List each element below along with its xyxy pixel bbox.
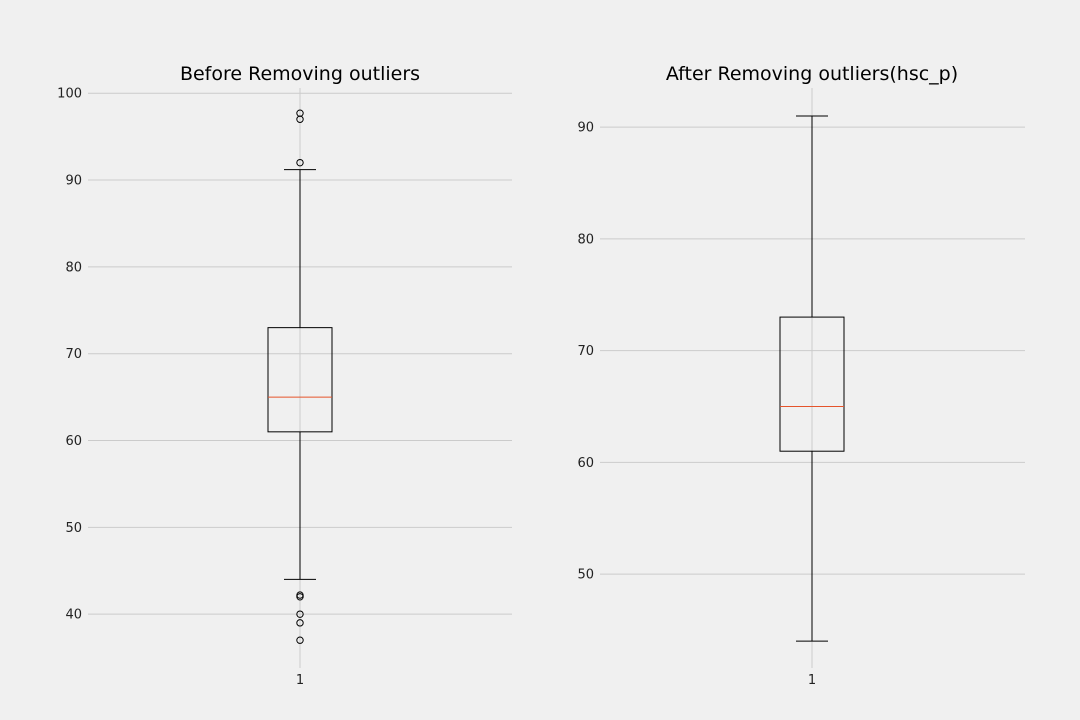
y-tick-label: 50 — [65, 521, 82, 536]
y-tick-label: 40 — [65, 608, 82, 623]
y-tick-label: 60 — [577, 456, 594, 471]
y-tick-label: 100 — [57, 87, 82, 102]
iqr-box — [779, 316, 845, 452]
y-tick-label: 50 — [577, 568, 594, 583]
y-tick-label: 70 — [577, 344, 594, 359]
chart-title: After Removing outliers(hsc_p) — [666, 63, 958, 85]
chart-before-removing-outliers: Before Removing outliers 40 50 60 70 80 90 100… — [57, 63, 512, 688]
outlier-point — [296, 593, 304, 601]
x-tick-label: 1 — [296, 673, 304, 688]
y-tick-label: 90 — [577, 121, 594, 136]
outlier-point — [296, 115, 304, 123]
outlier-point — [296, 158, 304, 167]
iqr-box — [267, 327, 333, 433]
outlier-point — [296, 636, 304, 644]
y-tick-label: 80 — [65, 260, 82, 275]
chart-title: Before Removing outliers — [180, 63, 420, 85]
outlier-point — [296, 619, 304, 627]
y-tick-label: 90 — [65, 174, 82, 189]
outlier-point — [296, 610, 304, 618]
y-tick-label: 70 — [65, 347, 82, 362]
y-tick-label: 80 — [577, 232, 594, 247]
y-tick-label: 60 — [65, 434, 82, 449]
chart-after-removing-outliers: After Removing outliers(hsc_p) 50 60 70 80 9… — [577, 63, 1025, 688]
x-tick-label: 1 — [808, 673, 816, 688]
